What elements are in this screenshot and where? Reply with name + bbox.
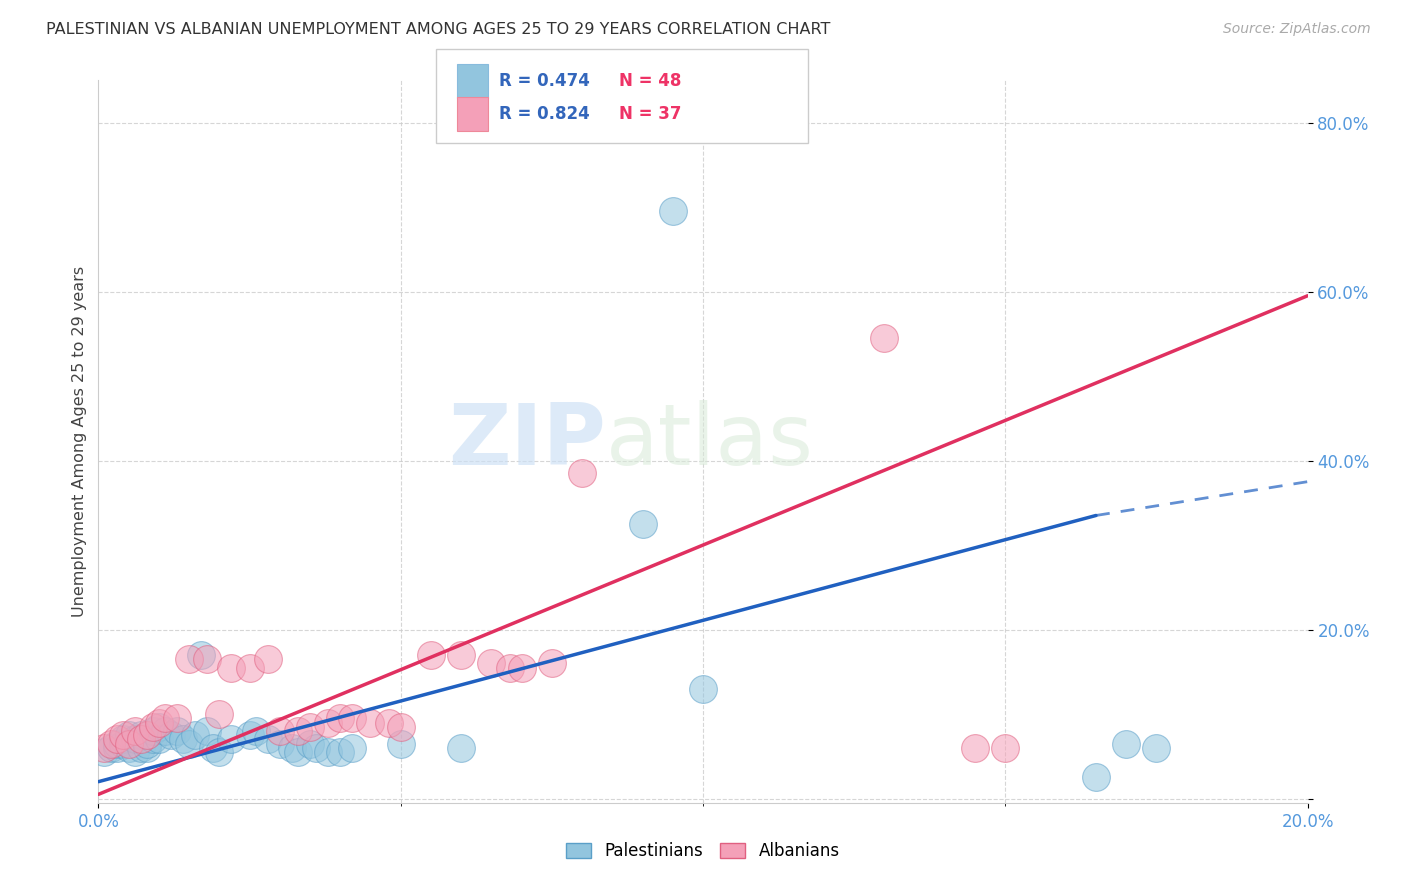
Point xyxy=(873,331,896,345)
Point xyxy=(105,740,128,755)
Text: PALESTINIAN VS ALBANIAN UNEMPLOYMENT AMONG AGES 25 TO 29 YEARS CORRELATION CHART: PALESTINIAN VS ALBANIAN UNEMPLOYMENT AMO… xyxy=(46,22,831,37)
Point xyxy=(111,737,134,751)
Y-axis label: Unemployment Among Ages 25 to 29 years: Unemployment Among Ages 25 to 29 years xyxy=(72,266,87,617)
Point xyxy=(1144,740,1167,755)
Point xyxy=(389,737,412,751)
Point xyxy=(1085,771,1108,785)
Point xyxy=(93,740,115,755)
Point xyxy=(100,740,122,755)
Point xyxy=(256,732,278,747)
Point xyxy=(111,732,134,747)
Point xyxy=(965,740,987,755)
Text: ZIP: ZIP xyxy=(449,400,606,483)
Point xyxy=(450,648,472,662)
Point xyxy=(118,740,141,755)
Point xyxy=(100,737,122,751)
Point xyxy=(184,728,207,742)
Point xyxy=(377,715,399,730)
Point xyxy=(142,732,165,747)
Point xyxy=(195,652,218,666)
Point xyxy=(148,732,170,747)
Point xyxy=(305,740,328,755)
Point xyxy=(540,657,562,671)
Point xyxy=(208,707,231,722)
Point xyxy=(135,728,157,742)
Point xyxy=(692,681,714,696)
Point xyxy=(571,467,593,481)
Point xyxy=(631,516,654,531)
Point xyxy=(287,723,309,738)
Point xyxy=(179,737,201,751)
Point xyxy=(299,720,322,734)
Point xyxy=(269,723,291,738)
Point xyxy=(118,737,141,751)
Point xyxy=(510,660,533,674)
Point xyxy=(420,648,443,662)
Point xyxy=(105,732,128,747)
Point xyxy=(329,745,352,759)
Point xyxy=(316,745,339,759)
Point xyxy=(342,711,364,725)
Point xyxy=(148,720,170,734)
Point xyxy=(342,740,364,755)
Point xyxy=(202,740,225,755)
Point xyxy=(190,648,212,662)
Point xyxy=(135,740,157,755)
Point xyxy=(160,728,183,742)
Point xyxy=(299,737,322,751)
Text: Source: ZipAtlas.com: Source: ZipAtlas.com xyxy=(1223,22,1371,37)
Text: atlas: atlas xyxy=(606,400,814,483)
Point xyxy=(360,715,382,730)
Text: R = 0.824: R = 0.824 xyxy=(499,105,591,123)
Point xyxy=(129,728,152,742)
Point xyxy=(179,652,201,666)
Text: R = 0.474: R = 0.474 xyxy=(499,72,591,90)
Point xyxy=(239,728,262,742)
Point xyxy=(481,657,503,671)
Point xyxy=(389,720,412,734)
Point xyxy=(208,745,231,759)
Point xyxy=(166,711,188,725)
Point xyxy=(142,723,165,738)
Point xyxy=(256,652,278,666)
Point xyxy=(221,732,243,747)
Point xyxy=(129,732,152,747)
Point xyxy=(153,711,176,725)
Point xyxy=(316,715,339,730)
Point xyxy=(195,723,218,738)
Text: N = 37: N = 37 xyxy=(619,105,681,123)
Point xyxy=(661,204,683,219)
Point xyxy=(269,737,291,751)
Point xyxy=(329,711,352,725)
Point xyxy=(124,732,146,747)
Point xyxy=(245,723,267,738)
Point xyxy=(153,723,176,738)
Point xyxy=(118,728,141,742)
Point xyxy=(111,728,134,742)
Point xyxy=(148,715,170,730)
Legend: Palestinians, Albanians: Palestinians, Albanians xyxy=(560,836,846,867)
Point xyxy=(450,740,472,755)
Point xyxy=(239,660,262,674)
Point xyxy=(142,720,165,734)
Point xyxy=(281,740,304,755)
Point xyxy=(498,660,520,674)
Point xyxy=(994,740,1017,755)
Point xyxy=(1115,737,1137,751)
Point xyxy=(287,745,309,759)
Point xyxy=(221,660,243,674)
Point xyxy=(172,732,194,747)
Point xyxy=(124,723,146,738)
Text: N = 48: N = 48 xyxy=(619,72,681,90)
Point xyxy=(124,745,146,759)
Point xyxy=(93,745,115,759)
Point xyxy=(135,737,157,751)
Point xyxy=(166,723,188,738)
Point xyxy=(129,740,152,755)
Point xyxy=(105,737,128,751)
